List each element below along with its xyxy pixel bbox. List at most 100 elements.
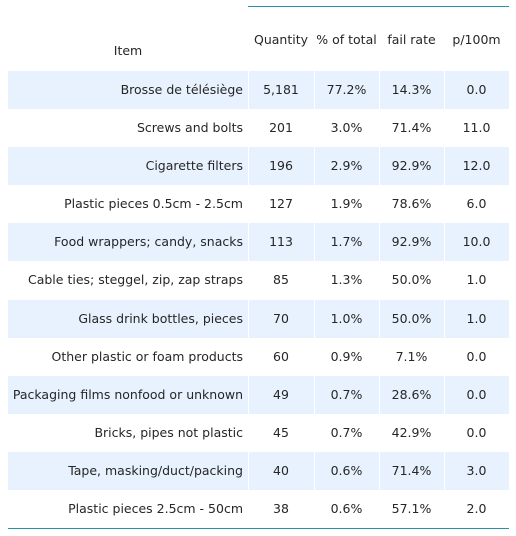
cell-quantity: 70 xyxy=(273,310,289,326)
cell-pct-total: 1.7% xyxy=(330,234,363,250)
cell-per-100m: 0.0 xyxy=(466,348,487,364)
cell-quantity: 40 xyxy=(273,462,289,478)
cell-quantity: 85 xyxy=(273,272,289,288)
cell-per-100m: 3.0 xyxy=(466,462,487,478)
cell-pct-total: 0.6% xyxy=(330,462,363,478)
cell-per-100m: 6.0 xyxy=(466,196,487,212)
cell-pct-total: 2.9% xyxy=(330,158,363,174)
cell-pct-total: 3.0% xyxy=(330,120,363,136)
table-row: Food wrappers; candy, snacks 113 1.7% 92… xyxy=(8,223,509,262)
cell-per-100m: 1.0 xyxy=(466,272,487,288)
cell-fail-rate: 71.4% xyxy=(391,120,432,136)
header-item-label: Item xyxy=(113,43,143,58)
cell-quantity: 5,181 xyxy=(263,82,299,97)
column-separator xyxy=(248,413,249,452)
cell-item: Food wrappers; candy, snacks xyxy=(54,234,243,250)
cell-fail-rate: 92.9% xyxy=(391,158,432,174)
cell-item: Screws and bolts xyxy=(136,120,243,136)
column-separator xyxy=(444,71,445,110)
cell-quantity: 196 xyxy=(269,158,293,174)
header-pct-total-label: % of total xyxy=(316,32,377,47)
column-separator xyxy=(314,261,315,300)
column-separator xyxy=(379,337,380,376)
header-per-100m: p/100m xyxy=(444,7,509,71)
cell-fail-rate: 92.9% xyxy=(391,234,432,250)
column-separator xyxy=(248,223,249,262)
column-separator xyxy=(248,71,249,110)
cell-quantity: 38 xyxy=(273,501,289,517)
cell-item: Packaging films nonfood or unknown xyxy=(12,386,243,402)
table-bottom-rule xyxy=(8,528,509,529)
column-separator xyxy=(379,490,380,529)
cell-per-100m: 12.0 xyxy=(462,158,491,174)
column-separator xyxy=(379,261,380,300)
column-separator xyxy=(248,490,249,529)
header-per-100m-label: p/100m xyxy=(452,32,501,47)
cell-quantity: 45 xyxy=(273,424,289,440)
cell-pct-total: 77.2% xyxy=(326,82,367,97)
column-separator xyxy=(314,109,315,148)
column-separator xyxy=(314,71,315,110)
cell-per-100m: 10.0 xyxy=(462,234,491,250)
column-separator xyxy=(379,71,380,110)
table-row: Cable ties; steggel, zip, zap straps 85 … xyxy=(8,261,509,300)
table-row: Other plastic or foam products 60 0.9% 7… xyxy=(8,337,509,376)
cell-quantity: 127 xyxy=(269,196,293,212)
column-separator xyxy=(314,299,315,338)
column-separator xyxy=(379,185,380,224)
cell-item: Other plastic or foam products xyxy=(51,348,243,364)
column-separator xyxy=(314,337,315,376)
cell-fail-rate: 7.1% xyxy=(395,348,428,364)
cell-per-100m: 11.0 xyxy=(462,120,491,136)
column-separator xyxy=(314,451,315,491)
column-separator xyxy=(444,451,445,491)
table-row: Plastic pieces 0.5cm - 2.5cm 127 1.9% 78… xyxy=(8,185,509,224)
header-quantity-label: Quantity xyxy=(253,32,309,47)
column-separator xyxy=(379,147,380,186)
table-top-rule xyxy=(248,6,509,7)
cell-per-100m: 0.0 xyxy=(466,424,487,440)
column-separator xyxy=(379,413,380,452)
column-separator xyxy=(314,375,315,414)
cell-fail-rate: 57.1% xyxy=(391,501,432,517)
cell-fail-rate: 14.3% xyxy=(391,82,432,97)
cell-quantity: 49 xyxy=(273,386,289,402)
column-separator xyxy=(314,413,315,452)
cell-fail-rate: 71.4% xyxy=(391,462,432,478)
table-row: Glass drink bottles, pieces 70 1.0% 50.0… xyxy=(8,299,509,338)
cell-per-100m: 0.0 xyxy=(466,82,487,97)
column-separator xyxy=(444,109,445,148)
column-separator xyxy=(248,185,249,224)
column-separator xyxy=(444,185,445,224)
cell-item: Plastic pieces 0.5cm - 2.5cm xyxy=(64,196,243,212)
header-item: Item xyxy=(8,7,248,71)
column-separator xyxy=(444,147,445,186)
table-body: Brosse de télésiège 5,181 77.2% 14.3% 0.… xyxy=(8,71,509,529)
table-row: Bricks, pipes not plastic 45 0.7% 42.9% … xyxy=(8,413,509,452)
cell-item: Cigarette filters xyxy=(145,158,243,174)
column-separator xyxy=(248,147,249,186)
cell-pct-total: 1.0% xyxy=(330,310,363,326)
column-separator xyxy=(444,299,445,338)
cell-per-100m: 1.0 xyxy=(466,310,487,326)
column-separator xyxy=(444,413,445,452)
cell-fail-rate: 28.6% xyxy=(391,386,432,402)
cell-pct-total: 0.7% xyxy=(330,424,363,440)
column-separator xyxy=(248,109,249,148)
table-header: Item Quantity % of total fail rate p/100… xyxy=(8,7,509,71)
cell-fail-rate: 78.6% xyxy=(391,196,432,212)
cell-fail-rate: 50.0% xyxy=(391,272,432,288)
cell-pct-total: 0.9% xyxy=(330,348,363,364)
column-separator xyxy=(314,490,315,529)
cell-item: Bricks, pipes not plastic xyxy=(94,424,243,440)
table-row: Packaging films nonfood or unknown 49 0.… xyxy=(8,375,509,414)
column-separator xyxy=(248,375,249,414)
column-separator xyxy=(444,261,445,300)
cell-per-100m: 2.0 xyxy=(466,501,487,517)
cell-quantity: 201 xyxy=(269,120,293,136)
cell-pct-total: 0.7% xyxy=(330,386,363,402)
column-separator xyxy=(379,451,380,491)
column-separator xyxy=(248,451,249,491)
column-separator xyxy=(444,223,445,262)
table-row: Plastic pieces 2.5cm - 50cm 38 0.6% 57.1… xyxy=(8,490,509,529)
